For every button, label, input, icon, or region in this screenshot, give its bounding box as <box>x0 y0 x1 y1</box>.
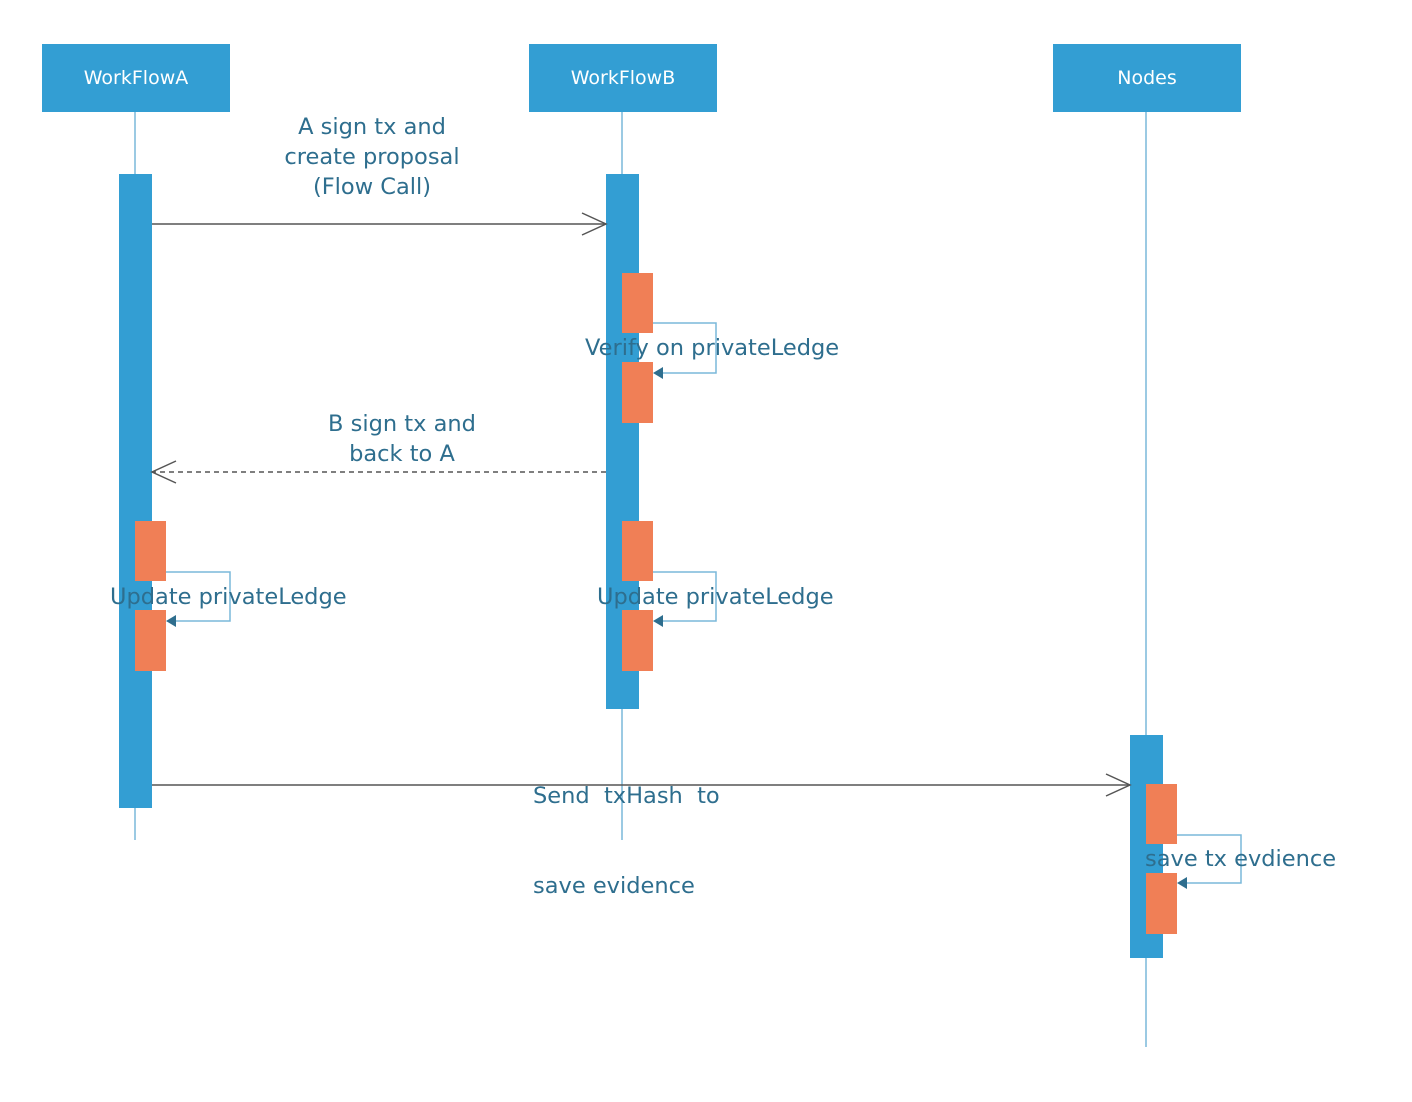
message-label-line: (Flow Call) <box>312 174 432 200</box>
message-label-line: back to A <box>349 441 455 467</box>
participant-nodes: Nodes <box>1053 44 1241 112</box>
participant-workflowb: WorkFlowB <box>529 44 717 112</box>
self-call-label-nodes-save: save tx evdience <box>1145 846 1337 872</box>
self-call-box-nodes-save-bottom <box>1146 873 1177 934</box>
arrowhead-a-update <box>166 615 176 627</box>
message-label-line: B sign tx and <box>328 411 476 437</box>
self-call-box-a-update-bottom <box>135 610 166 671</box>
self-call-arrow-b-update <box>653 571 717 622</box>
self-call-box-b-verify-top <box>622 273 653 333</box>
message-label-line: A sign tx and <box>298 114 446 140</box>
self-call-box-a-update-top <box>135 521 166 581</box>
self-call-box-b-update-top <box>622 521 653 581</box>
self-call-box-b-update-bottom <box>622 610 653 671</box>
arrowhead-nodes-save <box>1177 877 1187 889</box>
self-call-arrow-b-verify <box>653 322 717 374</box>
self-call-box-b-verify-bottom <box>622 362 653 423</box>
self-call-label-a-update: Update privateLedge <box>110 584 347 610</box>
self-call-arrow-a-update <box>166 571 231 622</box>
participant-workflowa: WorkFlowA <box>42 44 230 112</box>
arrowhead-b-verify <box>653 367 663 379</box>
arrowhead-b-to-a <box>150 460 177 484</box>
message-label-a-to-b: A sign tx and create proposal (Flow Call… <box>262 112 482 202</box>
self-call-arrow-nodes-save <box>1177 834 1242 884</box>
message-label-a-to-nodes: Send txHash to save evidence <box>533 721 720 961</box>
activation-workflowa <box>119 174 152 808</box>
arrowhead-b-update <box>653 615 663 627</box>
self-call-label-b-update: Update privateLedge <box>597 584 834 610</box>
arrowhead-a-to-nodes <box>1105 773 1132 797</box>
message-label-line: create proposal <box>284 144 460 170</box>
message-label-b-to-a: B sign tx and back to A <box>302 409 502 469</box>
self-call-label-b-verify: Verify on privateLedge <box>585 335 840 361</box>
self-call-box-nodes-save-top <box>1146 784 1177 844</box>
message-label-line: Send txHash to <box>533 783 720 809</box>
message-label-line: save evidence <box>533 873 695 899</box>
arrowhead-a-to-b <box>581 212 608 236</box>
